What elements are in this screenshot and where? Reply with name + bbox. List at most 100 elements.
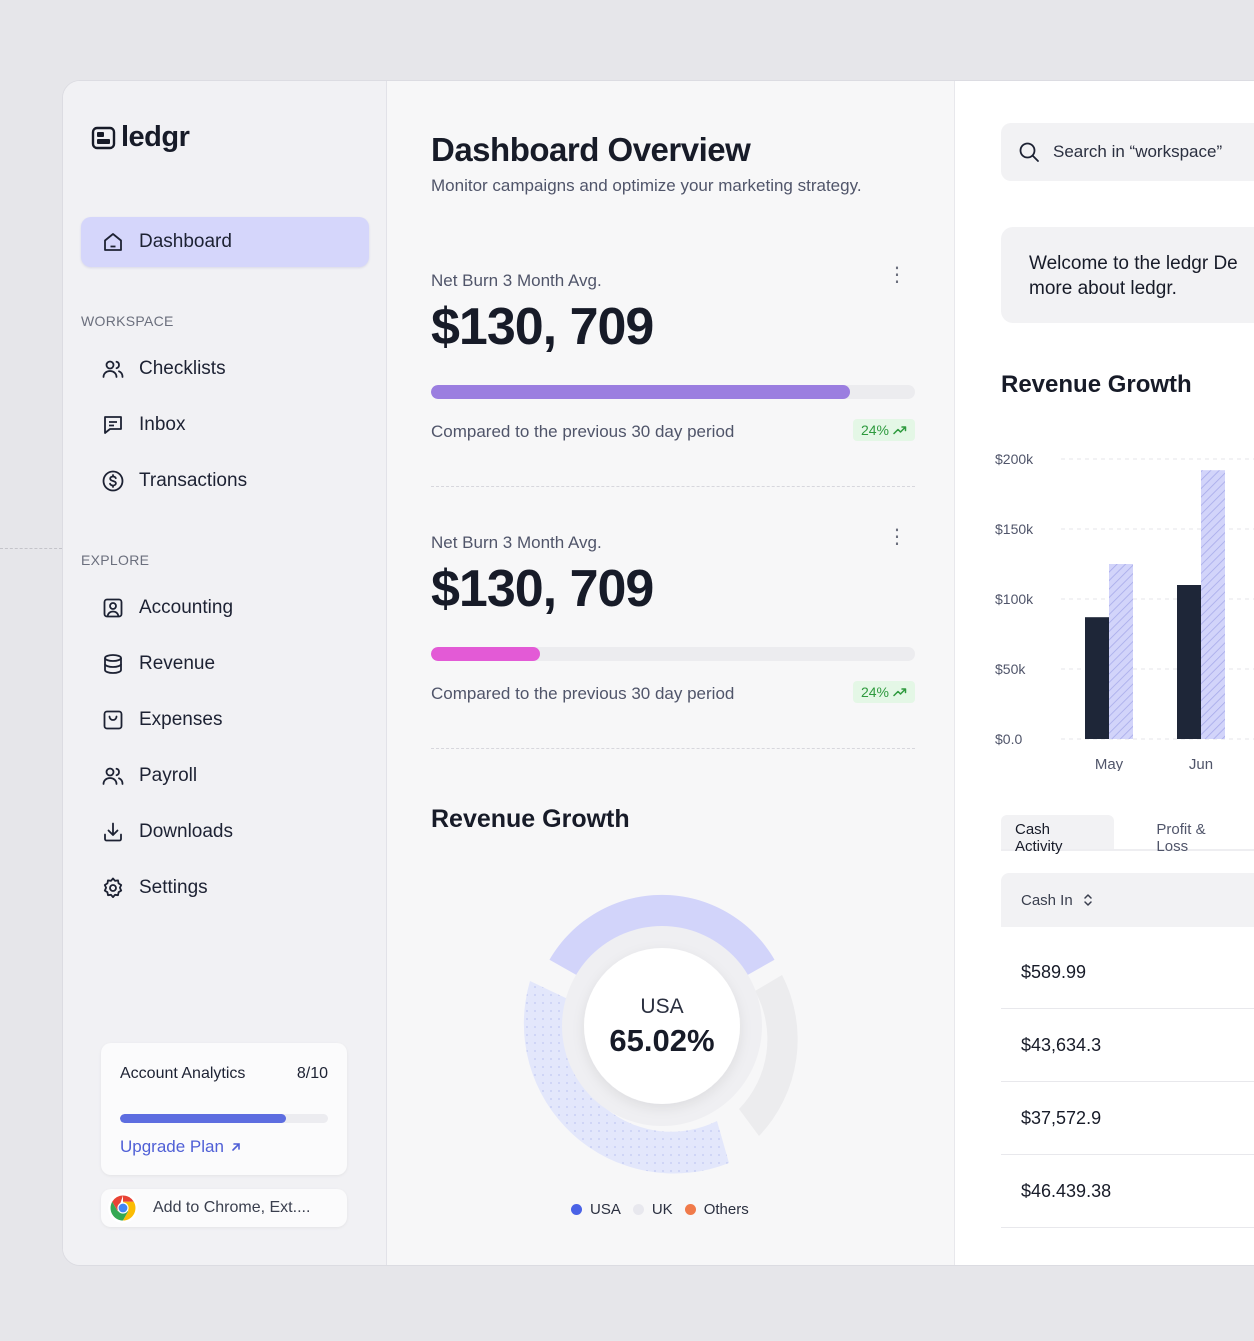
net-burn-card: Net Burn 3 Month Avg. $130, 709 ⋮ Compar…	[431, 264, 915, 451]
legend-item-usa: USA	[571, 1201, 621, 1218]
donut-segment-others	[523, 981, 729, 1174]
chrome-icon	[108, 1193, 138, 1223]
explore-section-label: EXPLORE	[81, 552, 150, 568]
users-icon	[102, 360, 124, 378]
bag-icon	[103, 710, 123, 730]
analytics-progress-fill	[120, 1114, 287, 1123]
sidebar-item-label: Payroll	[139, 765, 198, 786]
donut-legend: USA UK Others	[571, 1201, 749, 1218]
stat-value: $130, 709	[431, 298, 654, 356]
column-label: Cash In	[1021, 891, 1073, 909]
y-tick-label: $50k	[995, 661, 1026, 677]
arrow-up-right-icon	[232, 1143, 240, 1151]
trend-up-icon	[893, 426, 907, 435]
stat-progress-fill	[431, 647, 540, 661]
sidebar-item-accounting[interactable]: Accounting	[81, 583, 369, 633]
analytics-progress-bar	[120, 1114, 328, 1123]
change-badge: 24%	[852, 681, 915, 703]
stat-compare-text: Compared to the previous 30 day period	[431, 684, 735, 703]
net-burn-card: Net Burn 3 Month Avg. $130, 709 ⋮ Compar…	[431, 526, 915, 713]
sidebar-item-label: Transactions	[139, 470, 248, 491]
sidebar-item-inbox[interactable]: Inbox	[81, 400, 369, 450]
gear-icon	[103, 877, 123, 898]
sidebar-item-label: Settings	[139, 877, 208, 898]
sidebar-item-transactions[interactable]: Transactions	[81, 456, 369, 506]
stat-label: Net Burn 3 Month Avg.	[431, 533, 602, 552]
add-to-chrome-button[interactable]: Add to Chrome, Ext....	[101, 1189, 347, 1227]
sidebar-item-downloads[interactable]: Downloads	[81, 807, 369, 857]
workspace-section-label: WORKSPACE	[81, 313, 174, 329]
app-window: ledgr Dashboard WORKSPACE Checklists Inb…	[62, 80, 1254, 1266]
divider	[431, 748, 915, 749]
sidebar-item-label: Dashboard	[139, 231, 232, 252]
revenue-bar-chart: $0.0 $50k $100k $150k $200k May Jun	[995, 451, 1254, 771]
table-row[interactable]: $589.99	[1001, 937, 1254, 1009]
upgrade-plan-link[interactable]: Upgrade Plan	[120, 1137, 242, 1157]
analytics-title: Account Analytics	[120, 1065, 246, 1082]
sort-icon	[1083, 894, 1092, 906]
search-icon	[1019, 142, 1039, 162]
stat-label: Net Burn 3 Month Avg.	[431, 271, 602, 290]
y-tick-label: $200k	[995, 451, 1034, 467]
tab-cash-activity[interactable]: Cash Activity	[1001, 815, 1115, 855]
y-tick-label: $100k	[995, 591, 1034, 607]
sidebar-item-dashboard[interactable]: Dashboard	[81, 217, 369, 267]
page-subtitle: Monitor campaigns and optimize your mark…	[431, 176, 862, 195]
stat-progress-fill	[431, 385, 850, 399]
bar-may-series-2	[1109, 564, 1133, 739]
welcome-banner: Welcome to the ledgr De more about ledgr…	[1001, 227, 1254, 323]
sidebar-item-label: Accounting	[139, 597, 234, 618]
revenue-donut-chart: USA 65.02%	[523, 894, 798, 1174]
more-options-icon[interactable]: ⋮	[887, 526, 907, 548]
activity-tabs: Cash Activity Profit & Loss E	[1001, 815, 1254, 855]
table-row[interactable]: $37,572.9	[1001, 1083, 1254, 1155]
sidebar-item-expenses[interactable]: Expenses	[81, 695, 369, 745]
sidebar-item-checklists[interactable]: Checklists	[81, 344, 369, 394]
legend-item-others: Others	[684, 1201, 749, 1218]
logo[interactable]: ledgr	[91, 121, 190, 154]
y-tick-label: $150k	[995, 521, 1034, 537]
upgrade-plan-label: Upgrade Plan	[120, 1137, 224, 1156]
tab-profit-loss[interactable]: Profit & Loss	[1156, 821, 1206, 855]
main-content: Dashboard Overview Monitor campaigns and…	[387, 81, 955, 1265]
ledgr-logo-icon	[91, 126, 116, 149]
search-input[interactable]: Search in “workspace”	[1001, 123, 1254, 181]
x-tick-label: Jun	[1189, 756, 1213, 771]
change-value: 24%	[860, 422, 889, 438]
sidebar-item-payroll[interactable]: Payroll	[81, 751, 369, 801]
bar-may-series-1	[1085, 617, 1109, 739]
account-analytics-card: Account Analytics 8/10 Upgrade Plan	[101, 1043, 347, 1175]
right-panel: Search in “workspace” Welcome to the led…	[955, 81, 1254, 1265]
revenue-growth-chart-title: Revenue Growth	[1001, 371, 1192, 398]
stat-compare-text: Compared to the previous 30 day period	[431, 422, 735, 441]
sidebar-item-revenue[interactable]: Revenue	[81, 639, 369, 689]
bar-jun-series-2	[1201, 470, 1225, 739]
table-row[interactable]: $46.439.38	[1001, 1156, 1254, 1228]
stat-value: $130, 709	[431, 560, 654, 618]
legend-item-uk: UK	[632, 1201, 673, 1218]
donut-segment-usa-top	[549, 894, 775, 977]
sidebar-item-label: Expenses	[139, 709, 223, 730]
table-row[interactable]: $43,634.3	[1001, 1010, 1254, 1082]
more-options-icon[interactable]: ⋮	[887, 264, 907, 286]
welcome-line: Welcome to the ledgr De	[1029, 253, 1238, 274]
sidebar-item-label: Downloads	[139, 821, 233, 842]
database-icon	[104, 654, 122, 674]
donut-center-value: 65.02%	[609, 1023, 714, 1058]
sidebar-item-label: Revenue	[139, 653, 216, 674]
page-title: Dashboard Overview	[431, 131, 751, 168]
analytics-score: 8/10	[296, 1065, 328, 1082]
donut-segment-uk	[739, 975, 798, 1136]
y-tick-label: $0.0	[995, 731, 1022, 747]
sidebar-item-settings[interactable]: Settings	[81, 863, 369, 913]
revenue-growth-title: Revenue Growth	[431, 805, 630, 833]
bar-jun-series-1	[1177, 585, 1201, 739]
divider	[431, 486, 915, 487]
welcome-line: more about ledgr.	[1029, 278, 1177, 299]
decorative-guide-line	[0, 548, 62, 549]
cash-in-column-header[interactable]: Cash In	[1001, 873, 1254, 927]
stat-progress-bar	[431, 647, 915, 661]
sidebar-item-label: Inbox	[139, 414, 186, 435]
change-badge: 24%	[852, 419, 915, 441]
add-to-chrome-label: Add to Chrome, Ext....	[153, 1199, 311, 1216]
